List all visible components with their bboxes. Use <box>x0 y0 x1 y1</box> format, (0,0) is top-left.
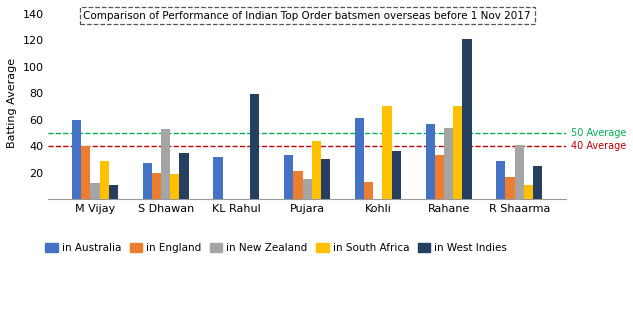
Bar <box>142 163 152 199</box>
Bar <box>170 174 180 199</box>
Bar <box>213 157 223 199</box>
Bar <box>109 184 118 199</box>
Bar <box>444 127 453 199</box>
Bar <box>99 161 109 199</box>
Bar <box>72 120 81 199</box>
Bar <box>81 146 91 199</box>
Bar <box>364 182 373 199</box>
Bar <box>533 166 542 199</box>
Bar <box>355 118 364 199</box>
Bar <box>462 39 472 199</box>
Bar <box>524 184 533 199</box>
Bar <box>392 151 401 199</box>
Text: 50 Average: 50 Average <box>571 128 626 138</box>
Bar <box>311 141 321 199</box>
Bar <box>425 124 435 199</box>
Bar <box>303 179 311 199</box>
Bar <box>250 95 260 199</box>
Y-axis label: Batting Average: Batting Average <box>7 58 17 148</box>
Bar <box>382 106 392 199</box>
Text: Comparison of Performance of Indian Top Order batsmen overseas before 1 Nov 2017: Comparison of Performance of Indian Top … <box>84 11 531 21</box>
Bar <box>152 173 161 199</box>
Bar <box>321 159 330 199</box>
Bar <box>515 145 524 199</box>
Bar <box>91 183 99 199</box>
Bar <box>161 129 170 199</box>
Bar <box>293 171 303 199</box>
Bar <box>180 153 189 199</box>
Bar <box>496 161 506 199</box>
Bar <box>506 177 515 199</box>
Bar <box>284 155 293 199</box>
Bar <box>453 106 462 199</box>
Bar <box>435 155 444 199</box>
Legend: in Australia, in England, in New Zealand, in South Africa, in West Indies: in Australia, in England, in New Zealand… <box>41 239 511 258</box>
Text: 40 Average: 40 Average <box>571 141 626 151</box>
